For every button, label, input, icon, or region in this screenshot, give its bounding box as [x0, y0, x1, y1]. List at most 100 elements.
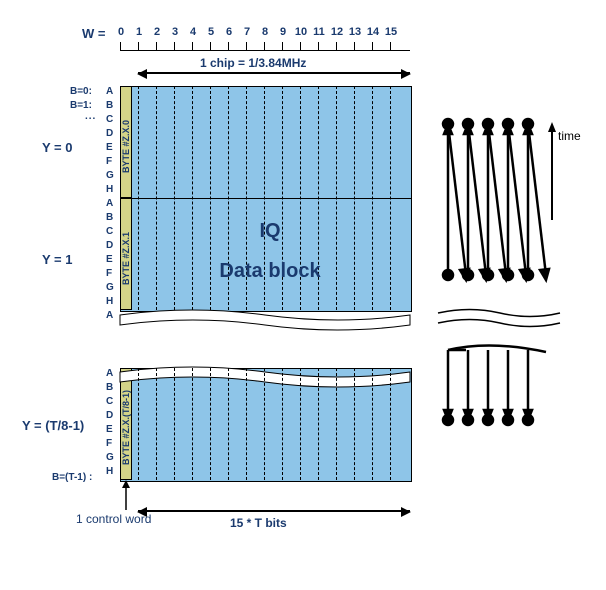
control-label: 1 control word [76, 512, 151, 526]
row-letter-1-2: C [106, 226, 113, 237]
row-letter-0-3: D [106, 128, 113, 139]
vline-top-3 [174, 86, 175, 310]
vline-bot-9 [282, 368, 283, 480]
w-tickmark-7 [246, 42, 247, 50]
vline-bot-15 [390, 368, 391, 480]
w-tick-12: 12 [330, 26, 344, 38]
row-letter-1-3: D [106, 240, 113, 251]
w-tickmark-4 [192, 42, 193, 50]
w-tickmark-14 [372, 42, 373, 50]
vline-bot-10 [300, 368, 301, 480]
row-letter-2-7: H [106, 466, 113, 477]
row-letter-0-4: E [106, 142, 113, 153]
w-tick-7: 7 [240, 26, 254, 38]
w-tickmark-9 [282, 42, 283, 50]
vline-bot-5 [210, 368, 211, 480]
vline-top-12 [336, 86, 337, 310]
w-tick-14: 14 [366, 26, 380, 38]
row-letter-2-5: F [106, 438, 112, 449]
vline-bot-4 [192, 368, 193, 480]
w-tickmark-15 [390, 42, 391, 50]
wave-break-top [119, 303, 411, 333]
w-tickmark-11 [318, 42, 319, 50]
row-letter-2-2: C [106, 396, 113, 407]
byte1-text: BYTE #Z.X.1 [121, 225, 131, 285]
b1-label: B=1: [70, 100, 92, 111]
row-letter-1-1: B [106, 212, 113, 223]
w-tickmark-8 [264, 42, 265, 50]
vline-bot-3 [174, 368, 175, 480]
vline-bot-14 [372, 368, 373, 480]
row-letter-2-6: G [106, 452, 114, 463]
block-y1 [120, 198, 412, 312]
row-letter-0-6: G [106, 170, 114, 181]
b-dots: ... [85, 111, 96, 122]
byte0-text: BYTE #Z.X.0 [121, 113, 131, 173]
control-arrow [120, 480, 132, 510]
w-tickmark-1 [138, 42, 139, 50]
vline-top-2 [156, 86, 157, 310]
iq-text: IQ [245, 220, 295, 243]
bytelast-text: BYTE #Z.X.(T/8-1) [121, 385, 131, 465]
row-letter-1-5: F [106, 268, 112, 279]
vline-top-15 [390, 86, 391, 310]
vline-top-14 [372, 86, 373, 310]
vline-top-4 [192, 86, 193, 310]
w-tickmark-0 [120, 42, 121, 50]
y0-label: Y = 0 [42, 140, 72, 155]
w-tick-0: 0 [114, 26, 128, 38]
w-tick-3: 3 [168, 26, 182, 38]
wave-break-bottom [119, 360, 411, 390]
row-letter-0-0: A [106, 86, 113, 97]
w-tickmark-13 [354, 42, 355, 50]
w-tickmark-12 [336, 42, 337, 50]
row-letter-0-7: H [106, 184, 113, 195]
block-y0 [120, 86, 412, 200]
vline-bot-6 [228, 368, 229, 480]
time-arrows: time [430, 100, 590, 500]
vline-bot-11 [318, 368, 319, 480]
vline-top-13 [354, 86, 355, 310]
bits-arrow [138, 510, 410, 512]
w-tick-1: 1 [132, 26, 146, 38]
w-tick-9: 9 [276, 26, 290, 38]
w-tick-6: 6 [222, 26, 236, 38]
row-letter-1-0: A [106, 198, 113, 209]
vline-bot-8 [264, 368, 265, 480]
row-letter-2-4: E [106, 424, 113, 435]
vline-top-1 [138, 86, 139, 310]
datablock-text: Data block [210, 260, 330, 283]
chip-arrow [138, 72, 410, 74]
w-tick-15: 15 [384, 26, 398, 38]
row-letter-0-2: C [106, 114, 113, 125]
blast-label: B=(T-1) : [52, 472, 92, 483]
w-tickmark-2 [156, 42, 157, 50]
bits-label: 15 * T bits [230, 516, 287, 530]
w-label: W = [82, 26, 105, 41]
w-ruler [120, 50, 410, 51]
diagram-container: W = 0123456789101112131415 1 chip = 1/3.… [20, 20, 586, 570]
w-tick-8: 8 [258, 26, 272, 38]
h-divider [120, 198, 410, 199]
row-letter-1-4: E [106, 254, 113, 265]
w-tick-13: 13 [348, 26, 362, 38]
vline-bot-2 [156, 368, 157, 480]
b0-label: B=0: [70, 86, 92, 97]
w-tick-10: 10 [294, 26, 308, 38]
vline-bot-7 [246, 368, 247, 480]
w-tickmark-6 [228, 42, 229, 50]
row-letter-1-7: H [106, 296, 113, 307]
row-letter-extra-a: A [106, 310, 113, 321]
w-tickmark-5 [210, 42, 211, 50]
w-tickmark-10 [300, 42, 301, 50]
row-letter-0-1: B [106, 100, 113, 111]
vline-bot-12 [336, 368, 337, 480]
w-tick-2: 2 [150, 26, 164, 38]
row-letter-0-5: F [106, 156, 112, 167]
w-tick-11: 11 [312, 26, 326, 38]
row-letter-2-3: D [106, 410, 113, 421]
row-letter-2-0: A [106, 368, 113, 379]
w-tickmark-3 [174, 42, 175, 50]
vline-bot-13 [354, 368, 355, 480]
ylast-label: Y = (T/8-1) [22, 418, 84, 433]
